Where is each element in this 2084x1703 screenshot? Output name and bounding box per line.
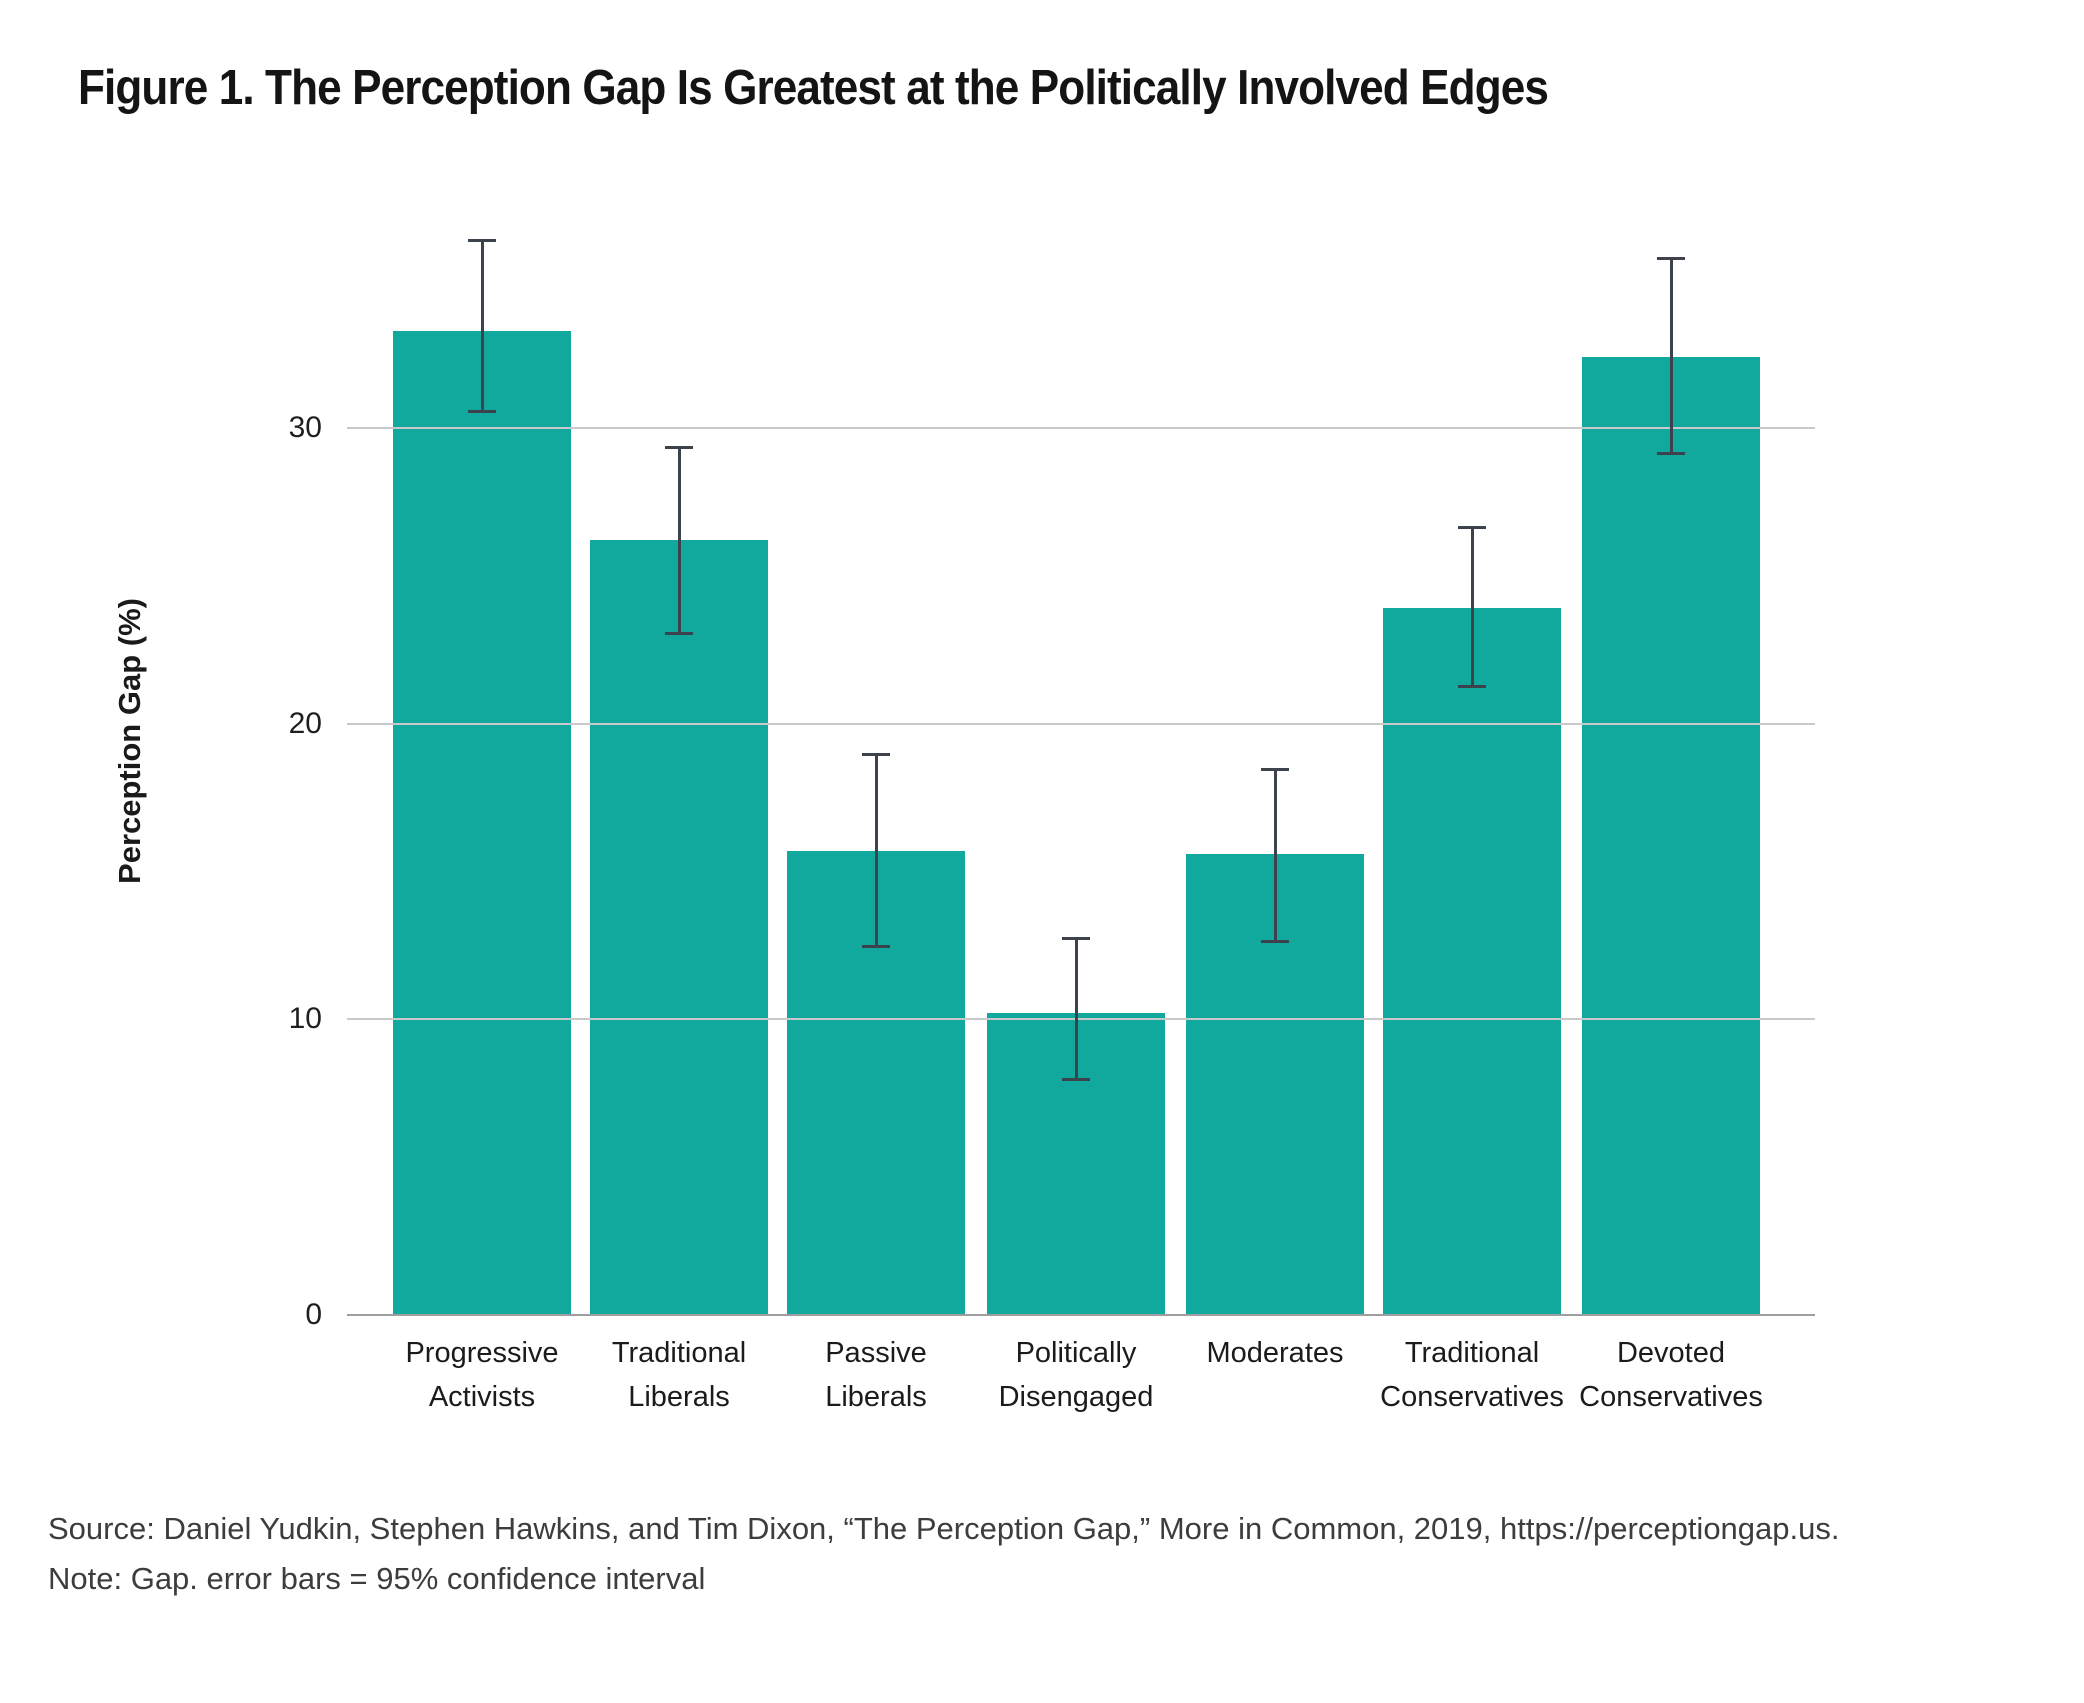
error-bar-stem bbox=[1470, 525, 1474, 689]
x-axis-tick-label: Traditional Liberals bbox=[611, 1337, 747, 1413]
error-bar-stem bbox=[1273, 768, 1277, 943]
note-text: Note: Gap. error bars = 95% confidence i… bbox=[48, 1561, 706, 1596]
x-axis-tick-label: Progressive Activists bbox=[405, 1337, 559, 1413]
x-axis-tick-label: Traditional Conservatives bbox=[1380, 1337, 1564, 1413]
bar-traditional-conservatives bbox=[1383, 608, 1561, 1315]
gridline-10 bbox=[347, 1018, 1815, 1021]
error-bar bbox=[862, 753, 890, 949]
caption: Source: Daniel Yudkin, Stephen Hawkins, … bbox=[48, 1504, 1840, 1604]
y-axis-tick-label: 0 bbox=[305, 1298, 322, 1331]
y-axis-label: Perception Gap (%) bbox=[112, 598, 147, 884]
x-axis-tick-label: Politically Disengaged bbox=[998, 1337, 1154, 1413]
gridline-20 bbox=[347, 722, 1815, 725]
bar-traditional-liberals bbox=[590, 540, 768, 1315]
y-axis-tick-label: 30 bbox=[288, 411, 322, 445]
y-axis-tick-label: 10 bbox=[288, 1002, 322, 1036]
error-bar-stem bbox=[1074, 936, 1078, 1082]
error-bar bbox=[468, 238, 496, 414]
bar-progressive-activists bbox=[393, 331, 571, 1315]
bar-devoted-conservatives bbox=[1582, 357, 1760, 1315]
figure-title: Figure 1. The Perception Gap Is Greatest… bbox=[78, 61, 1549, 115]
x-axis-tick-label: Moderates bbox=[1206, 1337, 1344, 1369]
gridline-30 bbox=[347, 427, 1815, 430]
error-bar bbox=[665, 445, 693, 636]
error-bar bbox=[1458, 525, 1486, 689]
source-text: Source: Daniel Yudkin, Stephen Hawkins, … bbox=[48, 1511, 1840, 1546]
error-bar bbox=[1657, 256, 1685, 455]
y-axis-tick-label: 20 bbox=[288, 706, 322, 740]
error-bar-stem bbox=[480, 238, 484, 414]
x-axis-tick-label: Devoted Conservatives bbox=[1579, 1337, 1763, 1413]
error-bar bbox=[1062, 936, 1090, 1082]
error-bar-stem bbox=[874, 753, 878, 949]
x-axis-line bbox=[347, 1314, 1815, 1316]
error-bar-stem bbox=[677, 445, 681, 636]
x-axis-tick-label: Passive Liberals bbox=[825, 1337, 927, 1413]
error-bar bbox=[1261, 768, 1289, 943]
error-bar-stem bbox=[1669, 256, 1673, 455]
